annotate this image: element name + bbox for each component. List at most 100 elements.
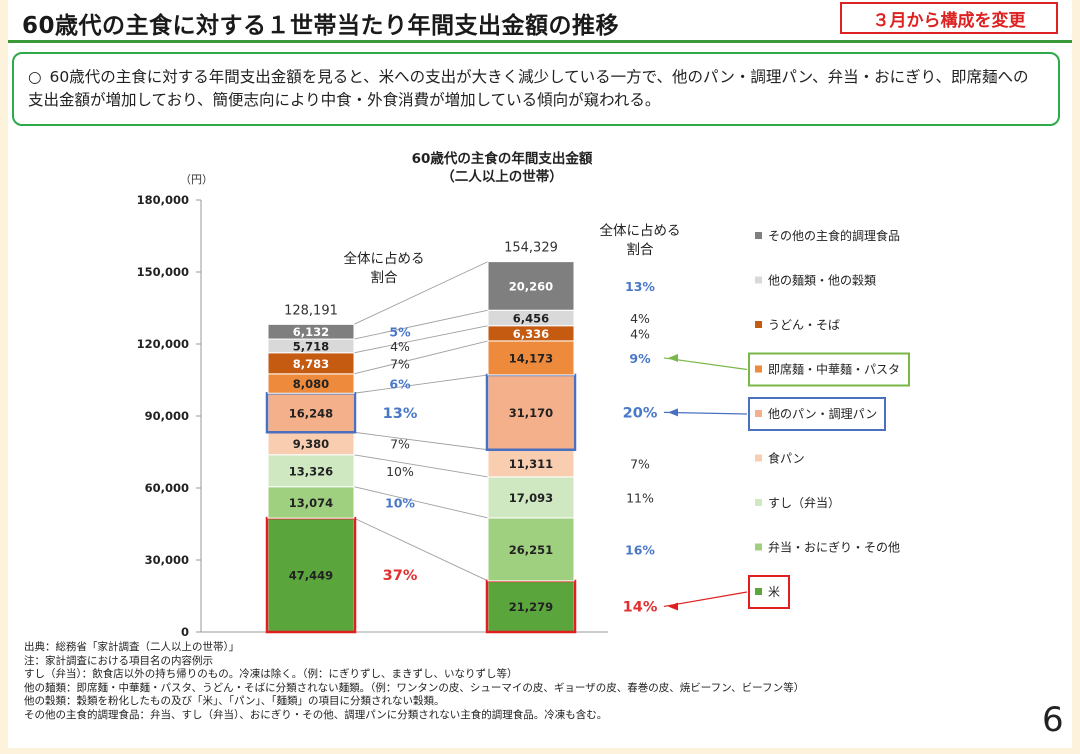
- data-label: 5,718: [293, 339, 329, 353]
- y-tick-label: 60,000: [145, 481, 189, 495]
- share-label: 11%: [626, 490, 654, 505]
- data-label: 17,093: [509, 491, 553, 505]
- share-label: 14%: [623, 599, 658, 615]
- connector-line: [353, 309, 489, 340]
- legend-label: 食パン: [768, 451, 805, 466]
- connector-line: [353, 340, 489, 375]
- bar-segment: [487, 449, 575, 478]
- data-label: 6,132: [293, 325, 329, 339]
- footnote-line: 他の穀類：穀類を粉化したもの及び「米」、「パン」、「麺類」の項目に分類されない穀…: [24, 695, 445, 708]
- footnote-line: 出典：総務省「家計調査（二人以上の世帯）」: [24, 641, 240, 653]
- share-label: 4%: [630, 311, 650, 326]
- data-label: 20,260: [509, 279, 553, 293]
- legend-swatch: [755, 321, 762, 328]
- legend-swatch: [755, 588, 762, 595]
- connector-line: [353, 261, 489, 325]
- legend-swatch: [755, 410, 762, 417]
- connector-line: [353, 374, 489, 394]
- legend-swatch: [755, 499, 762, 506]
- legend-label: 他のパン・調理パン: [768, 407, 877, 421]
- legend-swatch: [755, 365, 762, 373]
- summary-text: 60歳代の主食に対する年間支出金額を見ると、米への支出が大きく減少している一方で…: [28, 68, 1029, 109]
- chart-subtitle: （二人以上の世帯）: [441, 168, 563, 185]
- share-label: 10%: [386, 464, 414, 479]
- share-label: 4%: [630, 326, 650, 341]
- share-label: 7%: [630, 456, 650, 471]
- y-tick-label: 180,000: [137, 193, 189, 207]
- legend-arrow-head: [668, 353, 678, 362]
- data-label: 8,080: [293, 377, 329, 391]
- legend-swatch: [755, 454, 762, 462]
- summary-box: ○ 60歳代の主食に対する年間支出金額を見ると、米への支出が大きく減少している一方…: [12, 52, 1060, 126]
- page-number: 6: [1042, 700, 1064, 740]
- y-tick-label: 150,000: [137, 265, 189, 279]
- share-label: 37%: [383, 568, 418, 584]
- connector-line: [353, 325, 489, 354]
- connector-line: [353, 454, 489, 478]
- data-label: 21,279: [509, 600, 553, 614]
- footnote-line: 他の麺類：即席麺・中華麺・パスタ、うどん・そばに分類されない麺類。（例：ワンタン…: [24, 681, 805, 694]
- connector-line: [353, 431, 489, 451]
- change-notice-badge: ３月から構成を変更: [840, 2, 1058, 34]
- data-label: 6,336: [513, 327, 549, 341]
- chart-title: 60歳代の主食の年間支出金額: [412, 150, 593, 167]
- share-label: 13%: [625, 279, 655, 294]
- share-label: 16%: [625, 542, 655, 557]
- legend-swatch: [755, 543, 762, 551]
- footnote-line: 注：家計調査における項目名の内容例示: [24, 654, 213, 667]
- data-label: 47,449: [289, 569, 333, 583]
- bar-segment: [267, 517, 355, 633]
- bar-segment: [267, 323, 355, 340]
- data-label: 26,251: [509, 543, 553, 557]
- y-axis-unit: （円）: [180, 173, 213, 186]
- data-label: 11,311: [509, 457, 553, 471]
- footnote-line: すし（弁当）：飲食店以外の持ち帰りのもの。冷凍は除く。（例：にぎりずし、まきずし…: [24, 668, 518, 681]
- legend-label: 即席麺・中華麺・パスタ: [768, 362, 900, 377]
- bar-segment: [487, 340, 575, 376]
- footnote-line: その他の主食的調理食品：弁当、すし（弁当）、おにぎり・その他、調理パンに分類され…: [24, 708, 608, 721]
- legend-arrow-head: [668, 408, 678, 417]
- y-tick-label: 120,000: [137, 337, 189, 351]
- legend-highlight-box: [748, 397, 886, 431]
- share-label: 9%: [629, 351, 651, 366]
- bar-segment: [487, 261, 575, 311]
- bar-segment: [487, 517, 575, 582]
- legend-swatch: [755, 232, 762, 239]
- share-label: 20%: [623, 405, 658, 421]
- share-label: 5%: [389, 325, 411, 340]
- share-header: 割合: [627, 241, 655, 258]
- data-label: 6,456: [513, 311, 549, 325]
- legend-swatch: [755, 276, 762, 284]
- share-label: 10%: [385, 495, 415, 510]
- legend-label: うどん・そば: [768, 318, 840, 332]
- share-label: 4%: [390, 339, 410, 354]
- legend-highlight-box: [748, 575, 790, 609]
- bar-segment: [267, 454, 355, 488]
- total-label: 128,191: [284, 303, 338, 318]
- y-tick-label: 90,000: [145, 409, 189, 423]
- data-label: 31,170: [509, 406, 553, 420]
- share-label: 13%: [383, 406, 418, 422]
- bar-segment: [487, 476, 575, 519]
- share-label: 7%: [390, 437, 410, 452]
- stacked-bar-chart: 60歳代の主食の年間支出金額 （二人以上の世帯） （円） 0 30,000 60,0…: [137, 150, 910, 639]
- legend-label: その他の主食的調理食品: [768, 228, 900, 243]
- legend-arrow-head: [668, 602, 678, 611]
- page-title: 60歳代の主食に対する１世帯当たり年間支出金額の推移: [22, 13, 620, 39]
- title-rule: [8, 40, 1072, 43]
- share-header: 全体に占める: [600, 222, 681, 239]
- data-label: 9,380: [293, 437, 329, 451]
- connector-line: [353, 517, 489, 582]
- legend-label: 弁当・おにぎり・その他: [768, 540, 900, 555]
- data-label: 13,074: [289, 496, 333, 510]
- legend-highlight-box: [748, 352, 910, 387]
- bar-segment: [487, 374, 575, 451]
- legend-label: 米: [768, 585, 780, 599]
- data-label: 16,248: [289, 406, 333, 420]
- data-label: 8,783: [293, 357, 329, 371]
- connector-line: [353, 486, 489, 519]
- legend-label: 他の麺類・他の穀類: [768, 274, 876, 288]
- summary-bullet: ○: [28, 68, 42, 86]
- slide: 60歳代の主食に対する１世帯当たり年間支出金額の推移 ３月から構成を変更 ○ 60…: [8, 0, 1072, 748]
- share-label: 6%: [389, 377, 411, 392]
